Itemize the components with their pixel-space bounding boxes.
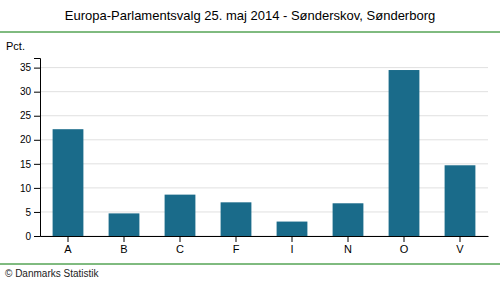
grid-line — [40, 91, 488, 92]
y-tick: 20 — [20, 134, 40, 145]
x-tick-mark — [348, 236, 349, 242]
x-tick: F — [233, 236, 240, 255]
x-axis: ABCFINOV — [41, 236, 489, 255]
bar — [333, 203, 364, 236]
y-tick: 0 — [25, 231, 40, 242]
x-tick-label: F — [233, 243, 240, 255]
x-tick-label: A — [64, 243, 72, 255]
x-tick: O — [400, 236, 409, 255]
x-tick: A — [64, 236, 72, 255]
grid-line — [40, 211, 488, 212]
y-axis: 0 5 10 15 20 25 30 35 — [20, 59, 41, 242]
y-tick-label: 0 — [25, 231, 31, 242]
bar — [53, 129, 84, 236]
x-tick-mark — [236, 236, 237, 242]
bar — [445, 165, 476, 236]
x-axis-line — [41, 236, 489, 237]
bars — [53, 70, 476, 236]
footer-rule — [0, 264, 500, 265]
x-tick: C — [176, 236, 184, 255]
x-tick: B — [120, 236, 127, 255]
y-tick-label: 20 — [20, 134, 32, 145]
y-tick-mark — [34, 92, 40, 93]
y-tick-mark — [34, 68, 40, 69]
y-tick: 15 — [20, 159, 40, 170]
y-axis-line — [34, 59, 41, 237]
x-tick: N — [344, 236, 352, 255]
grid-line — [40, 236, 488, 237]
x-tick: I — [290, 236, 293, 255]
y-tick-mark — [34, 116, 40, 117]
x-tick-label: V — [456, 243, 464, 255]
x-tick-mark — [292, 236, 293, 242]
x-tick-mark — [124, 236, 125, 242]
y-tick-mark — [34, 212, 40, 213]
grid-line — [40, 67, 488, 68]
x-tick: V — [456, 236, 464, 255]
y-tick-label: 35 — [20, 62, 32, 73]
x-tick-label: C — [176, 243, 184, 255]
grid-line — [40, 163, 488, 164]
x-tick-label: B — [120, 243, 127, 255]
plot: Pct. 0 5 10 15 20 25 30 35 A B C F I N O V — [6, 40, 489, 255]
x-tick-mark — [68, 236, 69, 242]
title-rule — [0, 32, 500, 33]
bar — [389, 70, 420, 236]
y-tick-label: 25 — [20, 110, 32, 121]
y-tick-mark — [34, 188, 40, 189]
bar — [109, 213, 140, 236]
x-tick-label: I — [290, 243, 293, 255]
chart: Europa-Parlamentsvalg 25. maj 2014 - Søn… — [0, 0, 500, 282]
y-axis-label: Pct. — [6, 40, 25, 52]
x-tick-mark — [404, 236, 405, 242]
x-tick-label: O — [400, 243, 409, 255]
title: Europa-Parlamentsvalg 25. maj 2014 - Søn… — [65, 8, 435, 23]
y-tick-label: 30 — [20, 86, 32, 97]
bar — [165, 195, 196, 236]
y-tick-label: 5 — [25, 207, 31, 218]
y-tick-mark — [34, 140, 40, 141]
y-tick-mark — [34, 164, 40, 165]
grid — [40, 68, 488, 236]
y-tick: 30 — [20, 86, 40, 97]
x-tick-label: N — [344, 243, 352, 255]
x-tick-mark — [460, 236, 461, 242]
grid-line — [40, 139, 488, 140]
y-tick-mark — [34, 236, 40, 237]
grid-line — [40, 115, 488, 116]
bar — [277, 222, 308, 236]
y-tick: 35 — [20, 62, 40, 73]
y-tick-label: 10 — [20, 183, 32, 194]
footer: © Danmarks Statistik — [5, 268, 100, 279]
y-tick-label: 15 — [20, 159, 32, 170]
y-tick: 25 — [20, 110, 40, 121]
bar — [221, 202, 252, 236]
y-tick: 5 — [25, 207, 40, 218]
grid-line — [40, 187, 488, 188]
x-tick-mark — [180, 236, 181, 242]
y-tick: 10 — [20, 183, 40, 194]
